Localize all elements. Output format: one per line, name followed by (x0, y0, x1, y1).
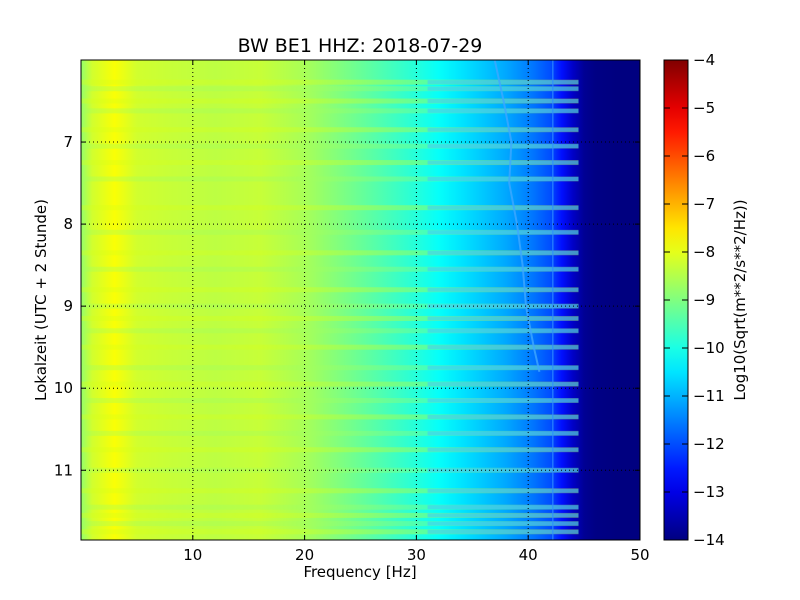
noise-band-highfreq (427, 431, 579, 436)
noise-band-highfreq (427, 304, 579, 309)
x-tick-label: 30 (407, 546, 426, 564)
x-tick-label: 10 (183, 546, 202, 564)
noise-band-highfreq (427, 127, 579, 132)
noise-band-highfreq (427, 468, 579, 473)
noisy-time-bands (81, 79, 579, 535)
colorbar-tick-label: −5 (693, 99, 715, 117)
colorbar-tick-label: −10 (693, 339, 725, 357)
noise-band (81, 344, 579, 350)
noise-band-highfreq (427, 398, 579, 403)
noise-band-highfreq (427, 328, 579, 333)
x-axis-label: Frequency [Hz] (303, 563, 416, 581)
colorbar-ticks: −4 −5 −6 −7 −8 −9 −10 −11 −12 −13 −14 (664, 51, 725, 549)
noise-band-highfreq (427, 287, 579, 292)
noise-band (81, 160, 579, 166)
noise-band-highfreq (427, 176, 579, 181)
colorbar-tick-label: −9 (693, 291, 715, 309)
y-axis-label: Lokalzeit (UTC + 2 Stunde) (32, 199, 50, 401)
noise-band (81, 381, 579, 387)
colorbar-tick-label: −8 (693, 243, 715, 261)
colorbar-tick-label: −4 (693, 51, 715, 69)
noise-band-highfreq (427, 513, 579, 518)
noise-band (81, 315, 579, 321)
noise-band-highfreq (427, 86, 579, 91)
noise-band (81, 143, 579, 149)
noise-band (81, 328, 579, 334)
noise-band-highfreq (427, 108, 579, 113)
noise-band-highfreq (427, 160, 579, 165)
noise-band (81, 398, 579, 404)
y-tick-label: 9 (63, 297, 73, 315)
noise-band (81, 205, 579, 211)
noise-band-highfreq (427, 488, 579, 493)
y-tick-label: 11 (54, 461, 73, 479)
noise-band (81, 488, 579, 494)
noise-band (81, 266, 579, 272)
plot-frame (80, 59, 641, 541)
noise-band (81, 98, 579, 104)
noise-band-highfreq (427, 382, 579, 387)
noise-band-highfreq (427, 505, 579, 510)
noise-band-highfreq (427, 144, 579, 149)
colorbar-tick-label: −7 (693, 195, 715, 213)
noise-band (81, 79, 579, 85)
noise-band (81, 365, 579, 371)
spectrogram-base (81, 60, 640, 540)
x-tick-label: 20 (295, 546, 314, 564)
noise-band-highfreq (427, 345, 579, 350)
noise-band-highfreq (427, 447, 579, 452)
noise-band-highfreq (427, 365, 579, 370)
noise-band (81, 127, 579, 133)
colorbar-tick-label: −13 (693, 483, 725, 501)
noise-band-highfreq (427, 521, 579, 526)
noise-band (81, 414, 579, 420)
noise-band (81, 447, 579, 453)
colorbar-tick-label: −6 (693, 147, 715, 165)
noise-band (81, 504, 579, 510)
colorbar-tick-label: −12 (693, 435, 725, 453)
x-axis-ticks: 10 20 30 40 50 (183, 60, 650, 564)
colorbar-tick-label: −14 (693, 531, 725, 549)
y-tick-label: 7 (63, 133, 73, 151)
y-axis-ticks: 7 8 9 10 11 (54, 133, 640, 479)
colorbar: −4 −5 −6 −7 −8 −9 −10 −11 −12 −13 −14 Log10(Sqrt(m… (663, 51, 749, 549)
noise-band (81, 108, 579, 114)
chart-title: BW BE1 HHZ: 2018-07-29 (238, 35, 483, 57)
y-tick-label: 10 (54, 379, 73, 397)
noise-band-highfreq (427, 230, 579, 235)
noise-band-highfreq (427, 80, 579, 85)
noise-band-highfreq (427, 205, 579, 210)
noise-band (81, 176, 579, 182)
y-tick-label: 8 (63, 215, 73, 233)
colorbar-label: Log10(Sqrt(m**2/s**2/Hz)) (731, 199, 749, 400)
noise-band (81, 430, 579, 436)
noise-band-highfreq (427, 529, 579, 534)
x-tick-label: 50 (630, 546, 649, 564)
noise-band (81, 529, 579, 535)
noise-band (81, 229, 579, 235)
noise-band (81, 250, 579, 256)
noise-band (81, 86, 579, 92)
noise-band (81, 287, 579, 293)
x-tick-label: 40 (519, 546, 538, 564)
noise-band-highfreq (427, 250, 579, 255)
noise-band-highfreq (427, 316, 579, 321)
noise-band (81, 521, 579, 527)
noise-band-highfreq (427, 267, 579, 272)
noise-band-highfreq (427, 414, 579, 419)
plot-area (81, 60, 640, 540)
grid-lines (81, 60, 640, 540)
noise-band (81, 512, 579, 518)
colorbar-tick-label: −11 (693, 387, 725, 405)
